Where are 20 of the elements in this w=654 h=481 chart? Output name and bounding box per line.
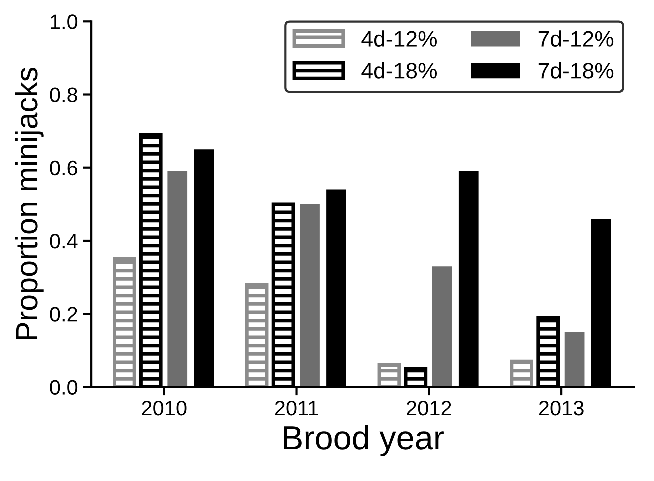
y-tick-label: 0.4 <box>50 234 78 249</box>
y-tick-label: 0.0 <box>50 380 78 395</box>
bar <box>564 332 585 388</box>
y-tick-label: 0.8 <box>50 88 78 103</box>
x-tick-label: 2010 <box>142 400 187 416</box>
legend-label: 7d-12% <box>538 30 614 47</box>
x-tick-label: 2012 <box>407 400 452 416</box>
x-tick-label: 2013 <box>539 400 584 416</box>
y-tick-label: 0.2 <box>50 307 78 322</box>
bar <box>432 266 452 388</box>
x-axis-title: Brood year <box>284 425 444 456</box>
bar <box>300 204 320 388</box>
y-tick-label: 1.0 <box>50 14 78 30</box>
legend-label: 4d-18% <box>362 62 438 79</box>
y-axis-title: Proportion minijacks <box>15 68 44 340</box>
x-tick-label: 2011 <box>275 400 318 416</box>
legend-label: 4d-12% <box>362 30 438 47</box>
legend-label: 7d-18% <box>538 62 614 79</box>
y-tick-label: 0.6 <box>50 160 78 176</box>
bar <box>168 172 188 388</box>
